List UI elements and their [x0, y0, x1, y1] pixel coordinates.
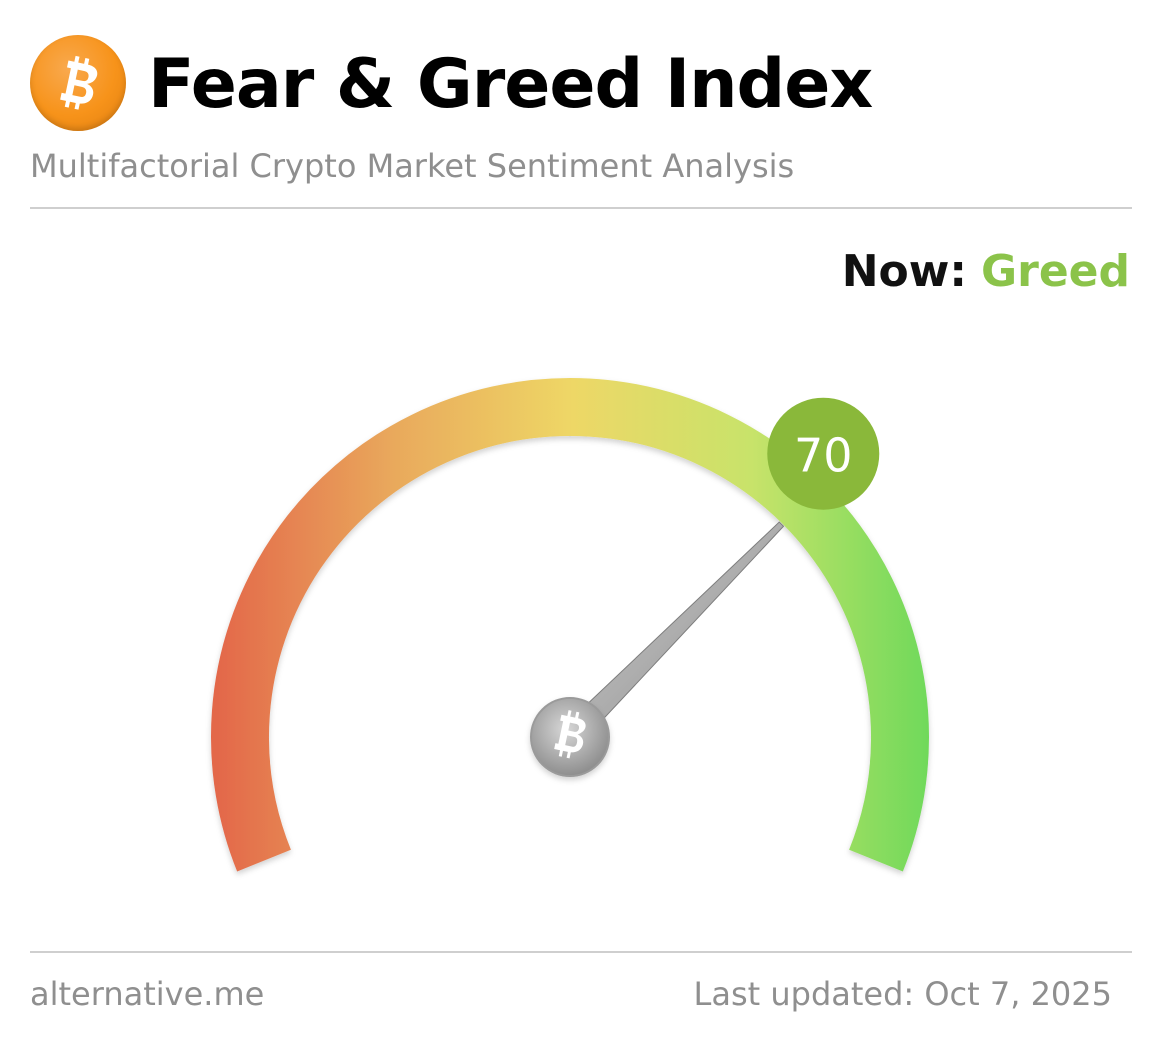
bitcoin-logo-icon	[30, 35, 126, 131]
footer-divider	[30, 951, 1132, 953]
page-subtitle: Multifactorial Crypto Market Sentiment A…	[30, 147, 795, 185]
header-divider	[30, 207, 1132, 209]
gauge-value-badge: 70	[767, 397, 880, 510]
last-updated: Last updated: Oct 7, 2025	[693, 975, 1112, 1013]
gauge-value-text: 70	[794, 429, 853, 483]
source-link[interactable]: alternative.me	[30, 975, 265, 1013]
current-sentiment-label: Now:	[841, 246, 967, 297]
bitcoin-icon	[60, 55, 98, 110]
current-sentiment-value: Greed	[981, 246, 1130, 297]
page-title: Fear & Greed Index	[148, 45, 873, 124]
gauge-arc	[211, 378, 929, 872]
sentiment-gauge: 70	[211, 378, 929, 872]
needle-hub	[530, 697, 610, 777]
bitcoin-icon	[554, 710, 586, 759]
current-sentiment: Now: Greed	[842, 243, 1130, 301]
